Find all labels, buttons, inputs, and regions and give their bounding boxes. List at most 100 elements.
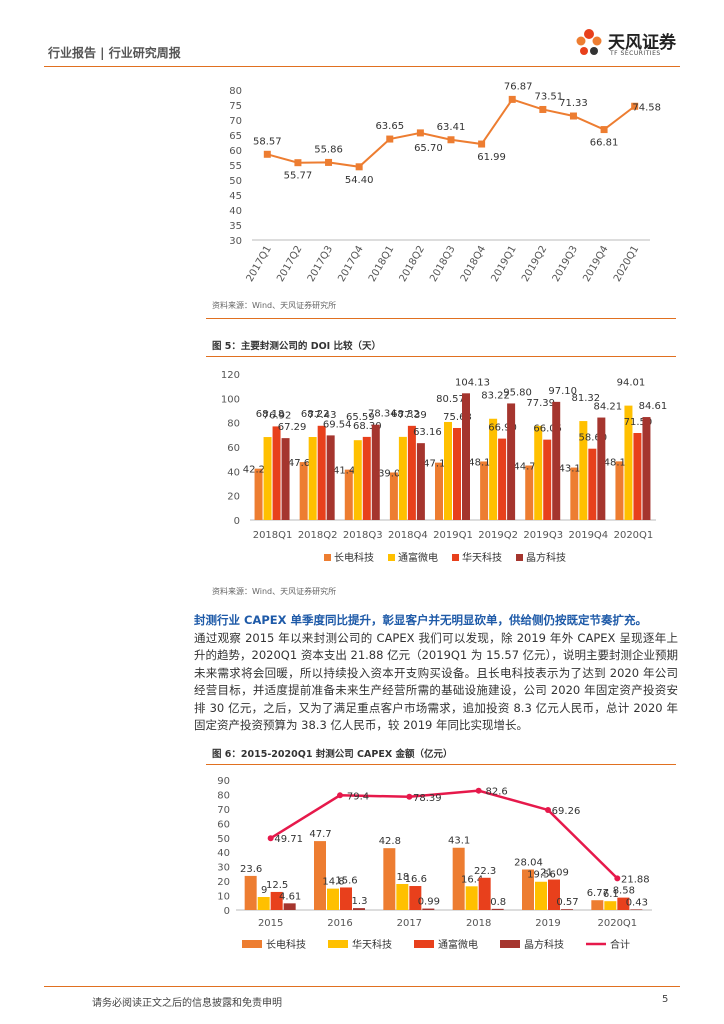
y-tick-label: 60 — [217, 819, 230, 830]
x-tick-label: 2018Q1 — [367, 244, 396, 284]
data-label: 54.40 — [345, 175, 374, 186]
bar-1 — [534, 425, 543, 520]
bar-1 — [444, 421, 452, 520]
data-label: 14.8 — [322, 877, 344, 888]
data-label: 77.39 — [526, 398, 555, 409]
legend-label: 晶方科技 — [524, 938, 564, 951]
y-tick-label: 30 — [229, 236, 242, 247]
total-label: 49.71 — [274, 834, 303, 845]
data-label: 48.19 — [604, 457, 633, 468]
x-tick-label: 2020Q1 — [597, 918, 637, 929]
bar-3 — [416, 443, 425, 520]
legend-label: 晶方科技 — [526, 551, 566, 564]
y-tick-label: 120 — [221, 370, 240, 381]
data-label: 18 — [396, 872, 409, 883]
data-label: 21.09 — [540, 868, 569, 879]
bar-2 — [617, 897, 630, 910]
x-tick-label: 2019Q3 — [523, 530, 563, 541]
bar-2 — [543, 439, 552, 520]
bar-0 — [314, 841, 326, 910]
legend-label: 长电科技 — [334, 551, 374, 564]
series-line — [267, 98, 636, 168]
total-line — [270, 789, 619, 880]
legend-swatch — [242, 940, 262, 948]
data-label: 63.65 — [375, 121, 404, 132]
data-point — [600, 126, 608, 134]
data-label: 1.3 — [352, 896, 368, 907]
data-label: 94.01 — [617, 378, 646, 389]
data-point — [569, 112, 577, 120]
bar-3 — [561, 909, 573, 910]
legend-swatch — [414, 940, 434, 948]
bar-2 — [498, 438, 507, 520]
header-divider — [44, 66, 680, 67]
data-label: 58.60 — [579, 433, 608, 444]
data-label: 41.41 — [333, 466, 362, 477]
bar-0 — [615, 461, 624, 520]
legend-swatch — [516, 554, 523, 561]
data-label: 22.3 — [474, 866, 496, 877]
logo-name: 天风证券 — [608, 33, 676, 53]
legend-swatch — [452, 554, 459, 561]
data-point — [386, 135, 394, 143]
total-label: 69.26 — [552, 806, 581, 817]
data-label: 16.6 — [405, 874, 427, 885]
y-tick-label: 0 — [224, 906, 230, 917]
y-tick-label: 65 — [229, 131, 242, 142]
bar-2 — [407, 425, 416, 520]
bar-1 — [257, 897, 270, 910]
page-number: 5 — [662, 994, 669, 1005]
data-label: 0.57 — [556, 897, 578, 908]
data-label: 63.41 — [437, 122, 466, 133]
total-point — [267, 835, 274, 842]
data-label: 84.61 — [639, 401, 668, 412]
data-point — [294, 159, 302, 167]
bar-0 — [522, 869, 534, 910]
data-label: 55.86 — [314, 144, 343, 155]
paragraph-text: 通过观察 2015 年以来封测公司的 CAPEX 我们可以发现，除 2019 年… — [194, 630, 678, 733]
bar-1 — [353, 440, 362, 520]
data-label: 6.77 — [587, 888, 609, 899]
data-label: 95.80 — [503, 387, 532, 398]
data-label: 15.6 — [335, 875, 357, 886]
legend-label: 长电科技 — [266, 938, 306, 951]
data-label: 16.4 — [461, 874, 483, 885]
x-tick-label: 2020Q1 — [614, 530, 654, 541]
doi-bar-chart: 0 20 40 60 80 100 120 42.20 47.60 41.41 39.07 47.15… — [221, 370, 668, 564]
bar-1 — [489, 418, 498, 520]
x-tick-label: 2019Q4 — [568, 530, 608, 541]
data-label: 68.18 — [256, 409, 285, 420]
bar-1 — [327, 888, 339, 910]
doi-line-chart: 30 35 40 45 50 55 60 65 70 75 80 58.57 55.77 55.86 54.… — [229, 82, 661, 284]
y-tick-label: 35 — [229, 221, 242, 232]
footer-divider — [44, 986, 680, 987]
data-label: 66.90 — [488, 423, 517, 434]
data-label: 75.63 — [443, 412, 472, 423]
y-tick-label: 80 — [217, 790, 230, 801]
chart3-top-divider — [206, 764, 676, 765]
data-point — [631, 102, 639, 110]
total-point — [337, 792, 343, 799]
chart1-divider — [206, 318, 676, 319]
x-tick-label: 2018Q4 — [459, 244, 488, 284]
total-label: 82.6 — [486, 787, 508, 798]
chart2-title: 图 5：主要封测公司的 DOI 比较（天） — [212, 341, 382, 352]
legend-swatch — [388, 554, 395, 561]
y-tick-label: 40 — [227, 467, 240, 478]
paragraph-highlight: 封测行业 CAPEX 单季度同比提升，彰显客户并无明显砍单，供给侧仍按既定节奏扩… — [194, 613, 647, 627]
data-label: 66.05 — [533, 424, 562, 435]
bar-0 — [244, 875, 257, 910]
x-tick-label: 2018Q3 — [343, 530, 383, 541]
bar-0 — [254, 468, 263, 520]
x-tick-label: 2019Q4 — [581, 244, 610, 284]
total-point — [545, 806, 551, 813]
y-tick-label: 50 — [229, 176, 242, 187]
data-label: 19.56 — [527, 870, 556, 881]
total-point — [614, 875, 621, 882]
data-label: 47.60 — [288, 458, 317, 469]
y-tick-label: 80 — [227, 419, 240, 430]
data-label: 83.22 — [481, 391, 510, 402]
bar-1 — [579, 421, 588, 520]
data-label: 104.13 — [455, 377, 490, 388]
data-label: 28.04 — [514, 857, 543, 868]
